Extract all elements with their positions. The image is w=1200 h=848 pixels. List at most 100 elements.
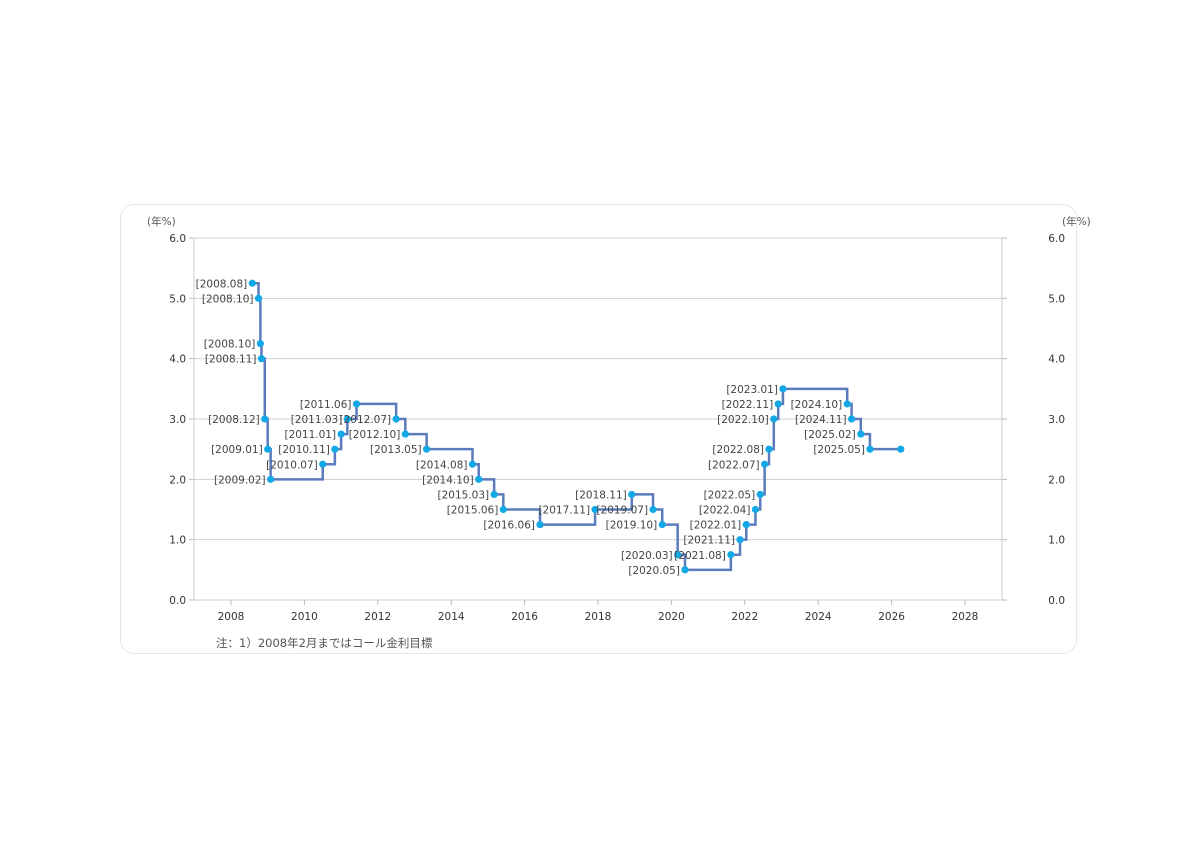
data-label: [2009.01] xyxy=(211,444,263,456)
data-label: [2024.10] xyxy=(791,399,843,411)
data-label: [2008.08] xyxy=(196,278,248,290)
y-tick-label-left: 2.0 xyxy=(169,474,186,486)
data-label: [2022.10] xyxy=(717,414,769,426)
x-tick-label: 2008 xyxy=(218,611,245,623)
data-label: [2008.12] xyxy=(208,414,260,426)
data-point xyxy=(468,460,477,468)
data-label: [2021.08] xyxy=(674,550,726,562)
data-label: [2012.07] xyxy=(340,414,392,426)
data-label: [2010.11] xyxy=(278,444,330,456)
y-tick-label-right: 5.0 xyxy=(1048,293,1065,305)
series-line xyxy=(252,282,901,572)
data-point xyxy=(649,505,657,514)
data-point xyxy=(337,430,345,438)
data-point xyxy=(628,490,636,499)
x-tick-label: 2012 xyxy=(364,611,391,623)
data-label: [2009.02] xyxy=(214,474,266,486)
data-label: [2008.11] xyxy=(205,354,257,366)
data-label: [2023.01] xyxy=(726,384,778,396)
y-axis-unit-left: (年%) xyxy=(147,215,176,228)
y-tick-label-right: 4.0 xyxy=(1048,354,1065,366)
data-label: [2022.01] xyxy=(690,520,742,532)
data-label: [2024.11] xyxy=(795,414,847,426)
data-point xyxy=(761,460,769,468)
data-label: [2025.05] xyxy=(813,444,865,456)
y-tick-label-left: 3.0 xyxy=(169,414,186,426)
data-point xyxy=(254,294,263,302)
data-label: [2017.11] xyxy=(538,505,590,517)
data-point xyxy=(261,415,269,423)
data-label: [2013.05] xyxy=(370,444,422,456)
y-tick-label-right: 3.0 xyxy=(1048,414,1065,426)
y-tick-label-left: 4.0 xyxy=(169,354,186,366)
data-point xyxy=(681,566,689,574)
data-label: [2022.05] xyxy=(704,489,756,501)
data-label: [2011.01] xyxy=(284,429,336,441)
data-label: [2022.08] xyxy=(712,444,764,456)
y-tick-label-left: 1.0 xyxy=(169,535,186,547)
data-point xyxy=(897,445,905,453)
data-label: [2010.07] xyxy=(266,459,318,471)
data-label: [2011.06] xyxy=(300,399,352,411)
data-label: [2016.06] xyxy=(483,520,535,532)
data-point xyxy=(658,520,666,529)
data-point xyxy=(765,445,773,453)
data-point xyxy=(264,445,272,453)
data-point xyxy=(770,415,778,423)
x-tick-label: 2024 xyxy=(805,611,832,623)
data-label: [2022.11] xyxy=(722,399,774,411)
data-point xyxy=(392,415,400,423)
data-point xyxy=(319,460,327,468)
y-tick-label-right: 6.0 xyxy=(1048,233,1065,245)
data-point xyxy=(331,445,339,453)
data-label: [2021.11] xyxy=(683,535,735,547)
data-label: [2015.03] xyxy=(438,489,490,501)
x-tick-label: 2018 xyxy=(585,611,612,623)
data-point xyxy=(736,536,744,544)
x-tick-label: 2020 xyxy=(658,611,685,623)
data-label: [2014.08] xyxy=(416,459,468,471)
data-label: [2019.07] xyxy=(596,505,648,517)
data-point xyxy=(674,551,682,559)
data-point xyxy=(866,445,874,453)
data-label: [2018.11] xyxy=(575,489,627,501)
data-label: [2020.05] xyxy=(628,565,680,577)
data-point xyxy=(248,279,256,287)
data-label: [2008.10] xyxy=(202,293,254,305)
data-point xyxy=(779,385,787,393)
y-tick-label-left: 6.0 xyxy=(169,233,186,245)
x-tick-label: 2026 xyxy=(878,611,905,623)
data-point xyxy=(256,339,264,348)
data-label: [2022.04] xyxy=(699,505,751,517)
data-point xyxy=(257,355,266,363)
data-label: [2014.10] xyxy=(422,474,474,486)
data-label: [2019.10] xyxy=(606,520,658,532)
data-point xyxy=(751,505,760,514)
data-point xyxy=(423,445,431,453)
data-point xyxy=(742,520,750,529)
data-point xyxy=(499,505,507,514)
chart-footnote: 注：1）2008年2月まではコール金利目標 xyxy=(216,636,433,650)
x-tick-label: 2022 xyxy=(731,611,758,623)
data-point xyxy=(490,490,498,499)
x-tick-label: 2010 xyxy=(291,611,318,623)
data-point xyxy=(352,400,361,408)
x-tick-label: 2028 xyxy=(952,611,979,623)
data-point xyxy=(847,415,856,423)
data-point xyxy=(857,430,865,438)
data-label: [2020.03] xyxy=(621,550,673,562)
x-tick-label: 2014 xyxy=(438,611,465,623)
y-tick-label-right: 2.0 xyxy=(1048,474,1065,486)
y-tick-label-right: 0.0 xyxy=(1048,595,1065,607)
data-label: [2011.03] xyxy=(291,414,343,426)
x-tick-label: 2016 xyxy=(511,611,538,623)
data-point xyxy=(591,505,599,514)
data-point xyxy=(756,490,764,499)
data-label: [2015.06] xyxy=(447,505,499,517)
data-point xyxy=(774,400,782,408)
data-label: [2025.02] xyxy=(804,429,856,441)
chart-card xyxy=(120,204,1077,654)
y-tick-label-right: 1.0 xyxy=(1048,535,1065,547)
data-label: [2008.10] xyxy=(204,339,256,351)
